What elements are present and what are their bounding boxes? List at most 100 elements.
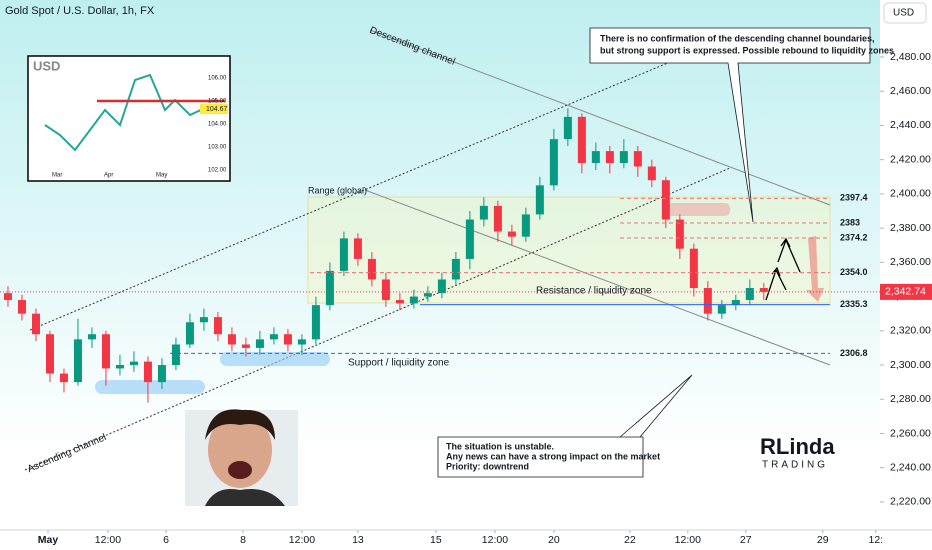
axis-background [880, 0, 932, 550]
candle-body [535, 185, 544, 215]
x-tick-label: 6 [163, 534, 169, 546]
y-tick-label: 2,320.00 [890, 325, 931, 337]
currency-label[interactable]: USD [893, 8, 914, 19]
note-text: but strong support is expressed. Possibl… [600, 45, 894, 55]
candle-body [717, 305, 726, 314]
candle-body [423, 293, 432, 297]
x-tick-label: 27 [740, 534, 752, 546]
y-tick-label: 2,240.00 [890, 461, 931, 473]
arrow [765, 266, 787, 301]
inset-month: Mar [52, 173, 62, 179]
candle-body [73, 339, 82, 383]
level-label: 2335.3 [840, 299, 868, 309]
candle-body [689, 248, 698, 289]
candles [3, 108, 768, 403]
candle-body [731, 299, 740, 306]
resistance-zone [663, 203, 730, 216]
y-tick-label: 2,480.00 [890, 51, 931, 63]
x-tick-label: 12: [868, 534, 883, 546]
descending-lower [364, 189, 831, 366]
candle-body [465, 219, 474, 259]
logo-text: RLinda [760, 434, 835, 459]
inset-chart: USD 104.67 106.00 105.00 104.00 103.00 1… [27, 55, 231, 182]
candle-body [591, 151, 600, 164]
note-text: Any news can have a strong impact on the… [446, 451, 660, 461]
down-arrow [806, 236, 824, 302]
candle-body [339, 238, 348, 271]
x-tick-label: 13 [352, 534, 364, 546]
inset-title: USD [33, 58, 60, 73]
note-text: There is no confirmation of the descendi… [600, 33, 875, 43]
y-tick-label: 2,380.00 [890, 222, 931, 234]
x-tick-label: 12:00 [289, 534, 315, 546]
y-tick-label: 2,400.00 [890, 188, 931, 200]
candle-body [87, 334, 96, 340]
candle-body [157, 365, 166, 383]
level-label: 2354.0 [840, 267, 868, 277]
inset-tick: 104.00 [208, 122, 227, 128]
y-tick-label: 2,440.00 [890, 119, 931, 131]
x-tick-label: 8 [240, 534, 246, 546]
candle-body [283, 334, 292, 345]
candle-body [493, 205, 502, 232]
y-tick-label: 2,300.00 [890, 359, 931, 371]
candle-body [633, 151, 642, 167]
candle-body [577, 116, 586, 164]
candle-body [409, 296, 418, 304]
candle-body [31, 313, 40, 335]
inset-month: Apr [104, 173, 113, 179]
candle-body [479, 205, 488, 220]
x-tick-label: May [38, 534, 59, 546]
inset-tick: 102.00 [208, 168, 227, 174]
candle-body [549, 139, 558, 186]
liquidity-zone [220, 352, 330, 366]
y-tick-label: 2,460.00 [890, 85, 931, 97]
candle-body [59, 373, 68, 383]
currency-button[interactable] [883, 2, 927, 24]
inset-tick: 106.00 [208, 76, 227, 82]
candle-body [199, 317, 208, 323]
candle-body [451, 258, 460, 280]
candle-body [605, 151, 614, 164]
candle-body [227, 334, 236, 345]
inset-tick: 105.00 [208, 99, 227, 105]
y-tick-label: 2,260.00 [890, 427, 931, 439]
inset-month: May [156, 173, 167, 179]
level-label: 2306.8 [840, 348, 868, 358]
x-tick-label: 15 [430, 534, 442, 546]
candle-body [17, 299, 26, 314]
candle-body [101, 334, 110, 369]
inset-tick: 103.00 [208, 145, 227, 151]
chart-title: Gold Spot / U.S. Dollar, 1h, FX [5, 5, 155, 17]
last-price-box [880, 283, 932, 300]
candle-body [367, 258, 376, 280]
x-tick-label: 12:00 [482, 534, 508, 546]
note-text: The situation is unstable. [446, 441, 554, 451]
y-tick-label: 2,420.00 [890, 153, 931, 165]
candle-body [311, 305, 320, 340]
candle-body [255, 339, 264, 348]
range-box [307, 196, 831, 304]
x-tick-label: 29 [817, 534, 829, 546]
candle-body [143, 361, 152, 383]
inset-price: 104.67 [206, 106, 228, 113]
level-label: 2383 [840, 217, 860, 227]
annotation: Support / liquidity zone [348, 358, 450, 369]
candle-body [213, 317, 222, 335]
meme-face [185, 409, 298, 506]
x-tick-label: 22 [624, 534, 636, 546]
annotation: Resistance / liquidity zone [536, 286, 652, 297]
candle-body [563, 116, 572, 140]
candle-body [353, 238, 362, 259]
level-label: 2374.2 [840, 232, 868, 242]
candle-body [3, 293, 12, 300]
y-tick-label: 2,280.00 [890, 393, 931, 405]
candle-body [507, 231, 516, 237]
candle-body [45, 334, 54, 374]
candle-body [661, 180, 670, 220]
candle-body [185, 322, 194, 345]
candle-body [269, 334, 278, 340]
candle-body [115, 365, 124, 369]
descending-upper [369, 29, 831, 206]
